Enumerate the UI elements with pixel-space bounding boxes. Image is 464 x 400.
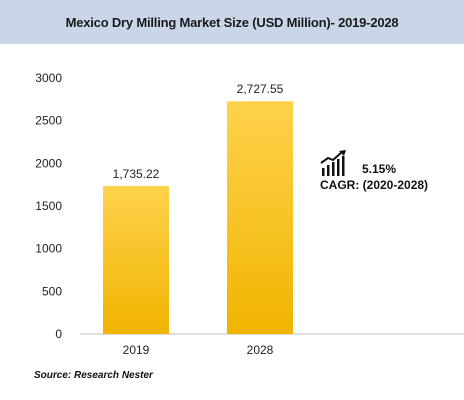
bar-2019 bbox=[103, 185, 169, 334]
source-note: Source: Research Nester bbox=[34, 370, 153, 381]
data-label-2028: 2,727.55 bbox=[237, 82, 284, 96]
cagr-label: CAGR: (2020-2028) bbox=[320, 178, 429, 192]
y-tick-label: 2500 bbox=[35, 114, 62, 128]
chart-title: Mexico Dry Milling Market Size (USD Mill… bbox=[65, 14, 399, 30]
bar-2028 bbox=[227, 101, 293, 334]
cagr-annotation: 5.15% CAGR: (2020-2028) bbox=[320, 150, 428, 192]
y-tick-label: 0 bbox=[55, 327, 62, 341]
growth-chart-icon bbox=[320, 150, 346, 176]
y-tick-label: 500 bbox=[42, 284, 62, 298]
y-tick-label: 3000 bbox=[35, 71, 62, 85]
y-tick-label: 1500 bbox=[35, 199, 62, 213]
y-tick-label: 1000 bbox=[35, 242, 62, 256]
x-tick-label-2028: 2028 bbox=[247, 343, 274, 357]
cagr-rate: 5.15% bbox=[362, 162, 397, 176]
y-tick-label: 2000 bbox=[35, 156, 62, 170]
x-tick-label-2019: 2019 bbox=[123, 343, 150, 357]
data-label-2019: 1,735.22 bbox=[113, 167, 160, 181]
title-bar: Mexico Dry Milling Market Size (USD Mill… bbox=[0, 0, 464, 44]
